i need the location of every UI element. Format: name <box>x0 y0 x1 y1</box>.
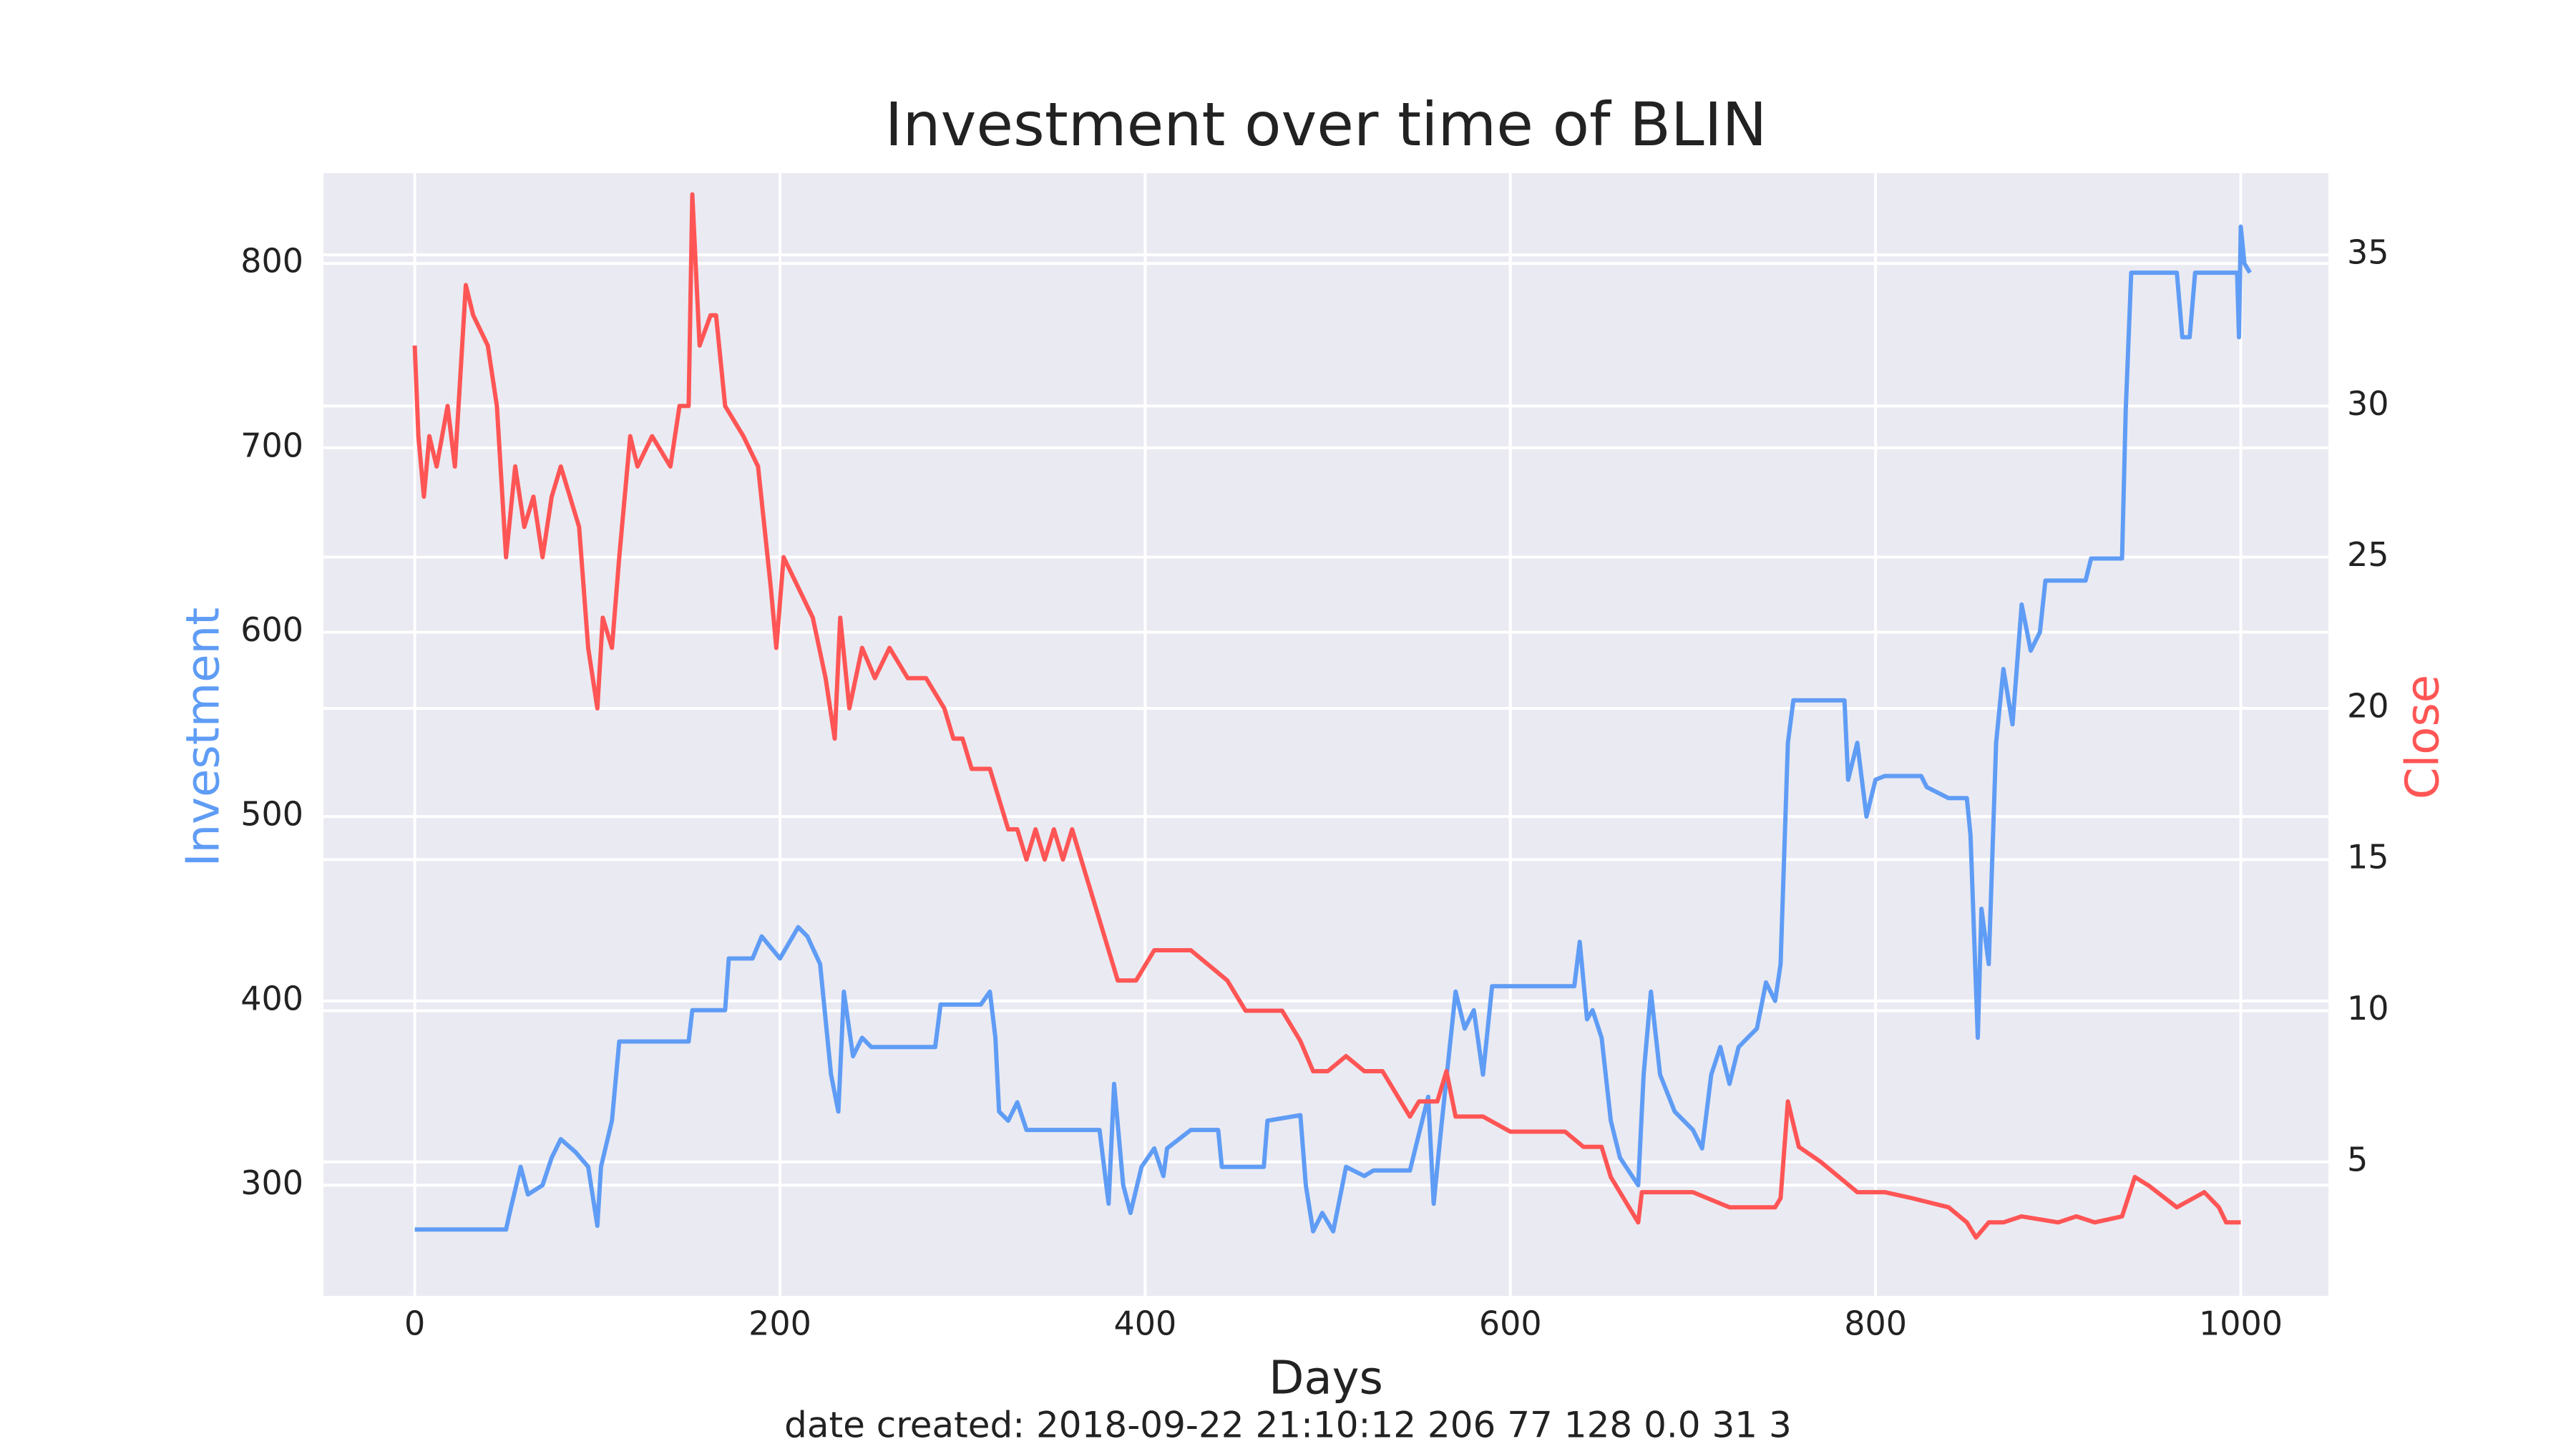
y-tick-label: 600 <box>240 610 303 649</box>
y-axis-label: Investment <box>177 608 230 867</box>
x-tick-label: 800 <box>1844 1304 1907 1343</box>
series-line <box>414 224 2252 1234</box>
y2-tick-label: 25 <box>2347 535 2389 574</box>
x-tick-label: 600 <box>1479 1304 1542 1343</box>
annotation: date created: 2018-09-22 21:10:12 206 77… <box>784 1405 1792 1446</box>
y-tick-label: 400 <box>240 979 303 1018</box>
x-tick-label: 1000 <box>2199 1304 2283 1343</box>
y-tick-label: 300 <box>240 1163 303 1202</box>
series-line <box>412 192 2241 1240</box>
y-tick-label: 800 <box>240 242 303 280</box>
lines <box>412 192 2252 1240</box>
y2-tick-label: 30 <box>2347 384 2389 423</box>
x-tick-label: 200 <box>748 1304 811 1343</box>
y2-tick-label: 10 <box>2347 989 2389 1028</box>
y2-tick-label: 15 <box>2347 838 2389 877</box>
y2-axis-label: Close <box>2397 675 2450 799</box>
y2-tick-label: 35 <box>2347 233 2389 272</box>
y-tick-label: 500 <box>240 795 303 834</box>
labels: 0 200 400 600 800 1000 300 400 500 600 700 800 5 10 15… <box>240 233 2389 1343</box>
x-tick-label: 400 <box>1113 1304 1176 1343</box>
x-axis-label: Days <box>1269 1352 1383 1405</box>
y2-tick-label: 5 <box>2347 1140 2368 1179</box>
y-tick-label: 700 <box>240 426 303 464</box>
x-tick-label: 0 <box>404 1304 425 1343</box>
y2-tick-label: 20 <box>2347 686 2389 725</box>
chart-title: Investment over time of BLIN <box>885 89 1767 160</box>
plot-area <box>323 173 2328 1296</box>
